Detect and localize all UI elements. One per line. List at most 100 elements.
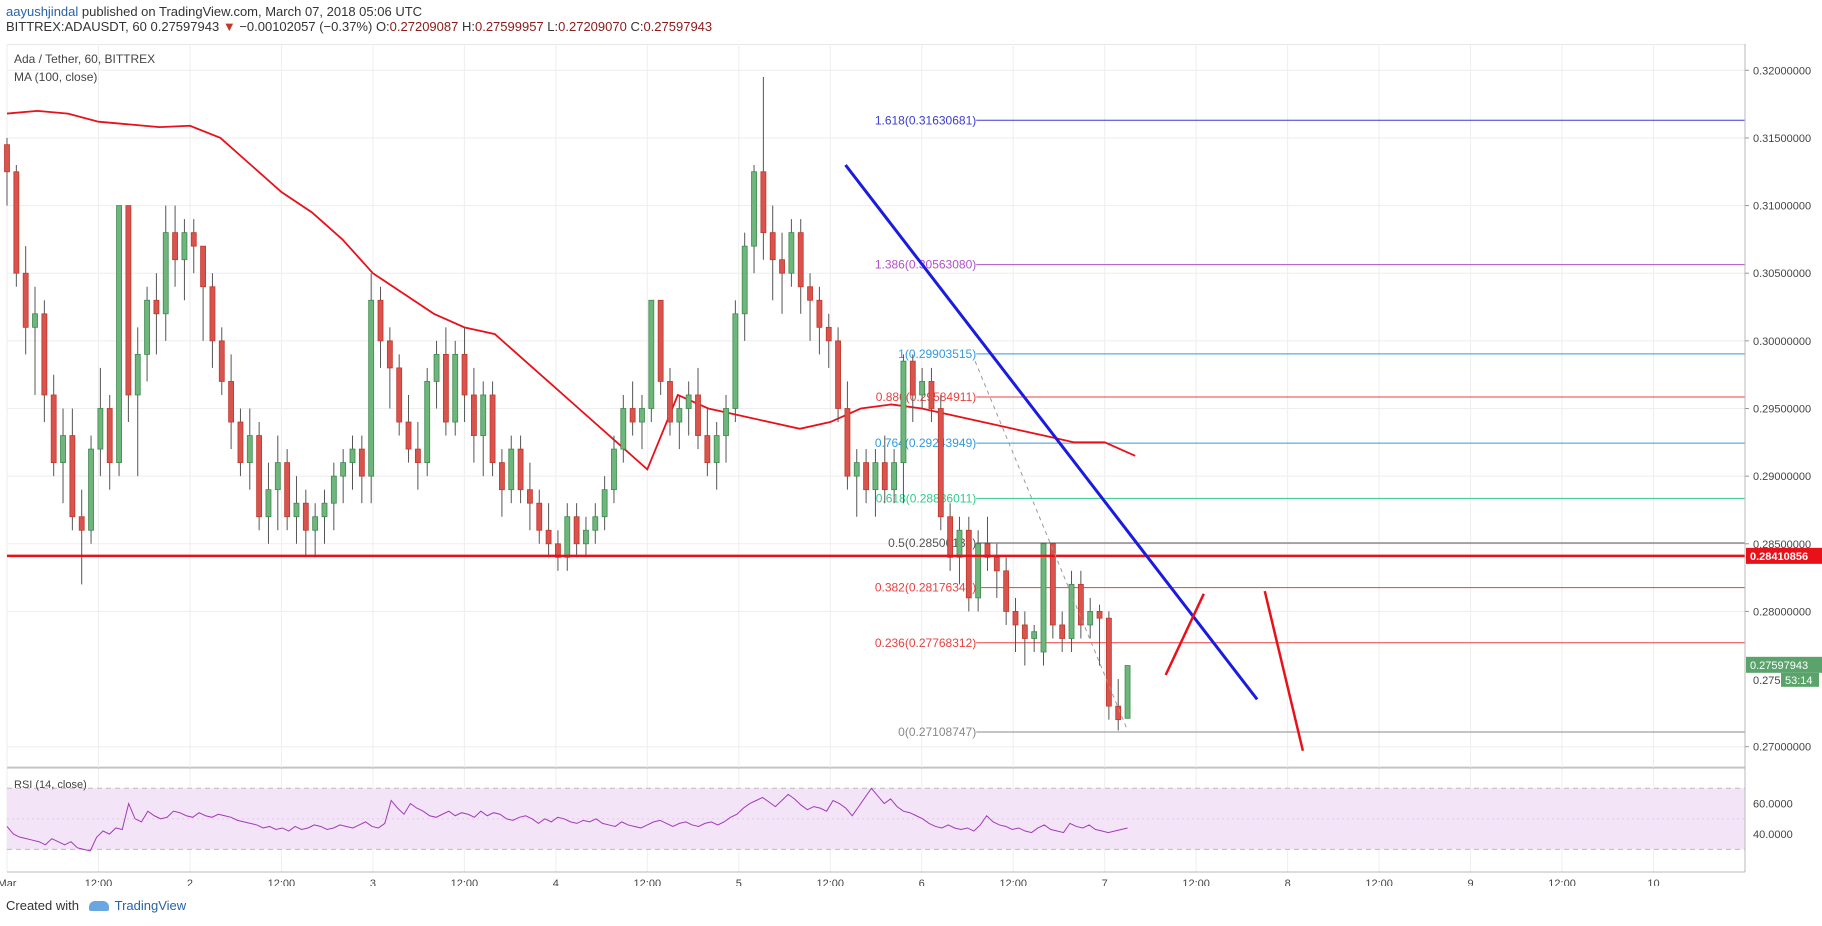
- down-arrow-icon: ▼: [222, 19, 236, 34]
- price-tick-label: 0.32000000: [1753, 65, 1811, 77]
- high-value: 0.27599957: [474, 19, 544, 34]
- close-label: C:: [630, 19, 644, 34]
- price-tick-label: 0.31500000: [1753, 133, 1811, 145]
- rsi-panel: [7, 767, 1745, 850]
- candle-body: [50, 394, 57, 464]
- candle-body: [302, 502, 309, 531]
- fibonacci-levels[interactable]: 1.618(0.31630681) 1.386(0.30563080) 1(0.29…: [875, 113, 1745, 739]
- time-tick-label: 12:00: [999, 878, 1027, 886]
- candle-body: [1049, 543, 1056, 626]
- time-tick-label: 6: [919, 878, 925, 886]
- candle-body: [1096, 611, 1103, 619]
- price-tick-label: 0.29500000: [1753, 404, 1811, 416]
- rsi-label: RSI (14, close): [14, 779, 87, 791]
- grid: [6, 44, 1745, 872]
- tradingview-link[interactable]: TradingView: [114, 898, 187, 913]
- candle-body: [564, 516, 571, 558]
- candle-body: [97, 408, 104, 450]
- candle-body: [442, 353, 449, 423]
- chart-frame: [6, 44, 1746, 768]
- candle-body: [629, 408, 636, 423]
- candle-body: [106, 408, 113, 464]
- time-tick-label: 12:00: [816, 878, 844, 886]
- author-link[interactable]: aayushjindal: [6, 4, 79, 19]
- candle-body: [237, 421, 244, 464]
- candle-body: [480, 394, 487, 436]
- candle-body: [330, 475, 337, 504]
- candle-body: [984, 543, 991, 558]
- candle-body: [499, 462, 505, 491]
- candle-body: [293, 502, 300, 518]
- candle-body: [1105, 617, 1112, 707]
- time-tick-label: 12:00: [85, 878, 113, 886]
- candle-body: [424, 381, 431, 464]
- fib-label-1-618: 1.618(0.31630681): [875, 113, 976, 127]
- candle-body: [396, 367, 403, 423]
- candle-body: [648, 299, 655, 409]
- candle-body: [657, 299, 664, 382]
- price-tick-label: 0.30500000: [1753, 268, 1811, 280]
- candle-body: [751, 171, 757, 247]
- open-label: O:: [375, 19, 390, 34]
- fib-label-0-5: 0.5(0.28506131): [888, 536, 976, 550]
- close-value: 0.27597943: [643, 19, 713, 34]
- candle-body: [489, 394, 496, 464]
- chart-title: Ada / Tether, 60, BITTREX: [14, 52, 155, 66]
- candle-body: [853, 462, 860, 477]
- last-price-tag: [1746, 656, 1822, 673]
- candle-body: [218, 340, 225, 382]
- candle-body: [620, 408, 627, 450]
- candle-body: [470, 394, 477, 436]
- candle-body: [769, 232, 776, 261]
- candle-body: [583, 529, 589, 545]
- countdown-tag: [1781, 672, 1819, 687]
- rsi-tick-label: 60.0000: [1753, 799, 1793, 811]
- symbol-label: BITTREX:ADAUSDT, 60: [6, 19, 147, 34]
- price-tick-label: 0.27000000: [1753, 742, 1811, 754]
- candle-body: [797, 232, 804, 288]
- candle-body: [695, 394, 701, 436]
- fib-label-0-764: 0.764(0.29243949): [875, 436, 976, 450]
- candle-body: [88, 448, 94, 531]
- high-label: H:: [461, 19, 475, 34]
- price-tick-label: 0.29000000: [1753, 471, 1811, 483]
- candle-body: [1031, 631, 1038, 639]
- descending-trend-line: [844, 164, 1259, 701]
- moving-average: [6, 109, 1136, 471]
- candle-body: [536, 502, 543, 531]
- last-price-text: 0.27597943: [150, 19, 220, 34]
- low-label: L:: [547, 19, 559, 34]
- candle-body: [13, 171, 20, 274]
- candle-body: [4, 144, 10, 173]
- candle-body: [60, 435, 66, 464]
- candle-body: [760, 171, 767, 234]
- fib-label-1: 1(0.29903515): [898, 347, 976, 361]
- candle-body: [265, 489, 272, 518]
- candles: [4, 77, 1131, 731]
- candle-body: [1124, 665, 1131, 719]
- candle-body: [919, 381, 926, 396]
- time-tick-label: 3: [370, 878, 376, 886]
- candle-body: [181, 232, 188, 261]
- candle-body: [956, 529, 963, 558]
- low-value: 0.27209070: [558, 19, 627, 34]
- candle-body: [704, 435, 711, 464]
- candle-body: [433, 353, 440, 382]
- candle-body: [685, 394, 692, 409]
- candle-body: [881, 462, 888, 491]
- candle-body: [601, 489, 608, 518]
- candle-body: [1068, 583, 1075, 639]
- fib-label-1-386: 1.386(0.30563080): [875, 258, 976, 272]
- candle-body: [816, 299, 823, 328]
- created-with-text: Created with: [6, 898, 79, 913]
- candle-body: [732, 313, 739, 409]
- time-tick-label: 10: [1647, 878, 1659, 886]
- chart-area[interactable]: 1.618(0.31630681) 1.386(0.30563080) 1(0.29…: [0, 44, 1822, 886]
- price-chart[interactable]: 1.618(0.31630681) 1.386(0.30563080) 1(0.29…: [0, 44, 1822, 886]
- candle-body: [41, 313, 48, 396]
- drawings[interactable]: [7, 164, 1745, 752]
- candle-body: [947, 516, 954, 558]
- last-price-partial-label: 0.275: [1753, 675, 1781, 687]
- candle-body: [667, 381, 673, 423]
- countdown-tag-text: 53:14: [1785, 675, 1813, 687]
